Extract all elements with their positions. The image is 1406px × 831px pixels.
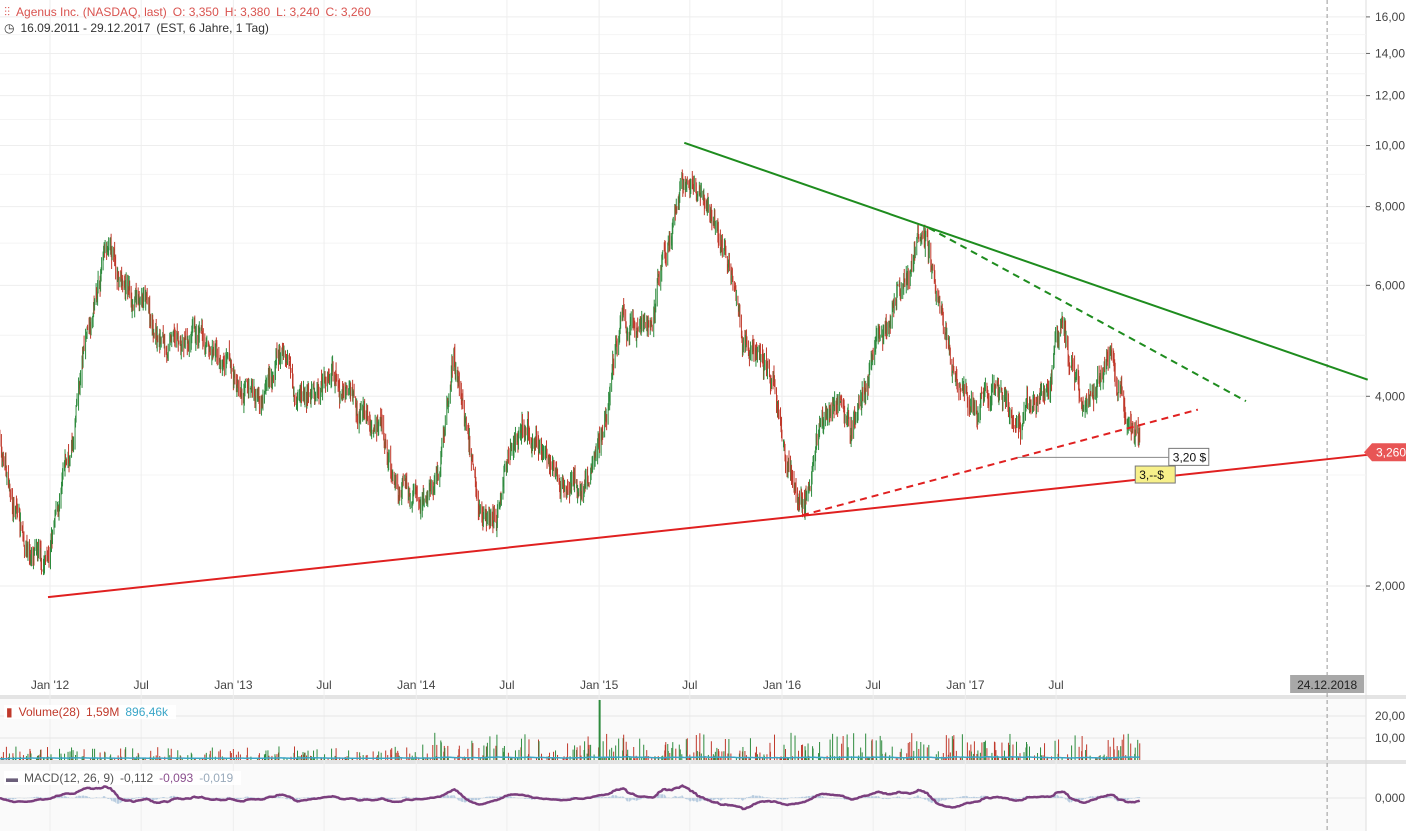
x-tick-label: Jan '15 bbox=[580, 678, 619, 692]
instrument-name: Agenus Inc. (NASDAQ, last) bbox=[16, 5, 167, 19]
last-price-label: 3,260 bbox=[1376, 445, 1406, 459]
y-tick-label: 6,000 bbox=[1375, 278, 1405, 292]
trendline-solid bbox=[683, 141, 1369, 381]
volume-icon: ▮ bbox=[6, 705, 13, 719]
x-tick-label: Jul bbox=[682, 678, 697, 692]
close-value: C: 3,260 bbox=[325, 5, 371, 19]
volume-tick-label: 20,00 bbox=[1375, 709, 1405, 723]
macd-tick-label: 0,000 bbox=[1375, 791, 1405, 805]
macd-hist: -0,019 bbox=[199, 771, 234, 785]
annotation-label: 3,--$ bbox=[1139, 468, 1164, 482]
macd-signal: -0,093 bbox=[159, 771, 194, 785]
volume-label: Volume(28) bbox=[18, 705, 80, 719]
date-range: 16.09.2011 - 29.12.2017 bbox=[20, 21, 151, 35]
y-tick-label: 4,000 bbox=[1375, 389, 1405, 403]
y-tick-label: 8,000 bbox=[1375, 200, 1405, 214]
candlestick-settings-icon[interactable]: ⫶⫶ bbox=[4, 5, 11, 19]
x-tick-label: Jan '14 bbox=[397, 678, 436, 692]
x-tick-label: Jan '17 bbox=[946, 678, 985, 692]
volume-legend: ▮ Volume(28) 1,59M 896,46k bbox=[4, 705, 177, 719]
volume-tick-label: 10,00 bbox=[1375, 731, 1405, 745]
instrument-header: ⫶⫶ Agenus Inc. (NASDAQ, last) O: 3,350 H: 3… bbox=[4, 5, 377, 20]
x-tick-label: Jul bbox=[1048, 678, 1063, 692]
x-tick-label: Jan '16 bbox=[763, 678, 802, 692]
volume-avg: 896,46k bbox=[125, 705, 169, 719]
candles bbox=[0, 169, 1141, 576]
open-value: O: 3,350 bbox=[172, 5, 219, 19]
panel-divider bbox=[0, 695, 1406, 699]
macd-legend: ▬ MACD(12, 26, 9) -0,112 -0,093 -0,019 bbox=[4, 771, 242, 785]
x-tick-label: Jul bbox=[316, 678, 331, 692]
low-value: L: 3,240 bbox=[276, 5, 320, 19]
volume-average-line bbox=[0, 755, 1140, 760]
y-tick-label: 16,00 bbox=[1375, 10, 1405, 24]
macd-label: MACD(12, 26, 9) bbox=[24, 771, 115, 785]
panel-divider bbox=[0, 760, 1406, 764]
crosshair-date-label: 24.12.2018 bbox=[1297, 678, 1357, 692]
trendline-dashed bbox=[801, 408, 1199, 517]
y-tick-label: 14,00 bbox=[1375, 46, 1405, 60]
x-tick-label: Jul bbox=[499, 678, 514, 692]
range-info: (EST, 6 Jahre, 1 Tag) bbox=[156, 21, 269, 35]
x-tick-label: Jan '12 bbox=[31, 678, 70, 692]
annotation-box bbox=[1134, 465, 1176, 484]
macd-value: -0,112 bbox=[120, 771, 154, 785]
date-range-header: ◷ 16.09.2011 - 29.12.2017 (EST, 6 Jahre, 1… bbox=[4, 21, 275, 35]
y-tick-label: 2,000 bbox=[1375, 579, 1405, 593]
annotation-box bbox=[1168, 447, 1210, 466]
trendline-dashed bbox=[928, 227, 1247, 403]
x-tick-label: Jul bbox=[134, 678, 149, 692]
macd-line bbox=[0, 784, 1141, 811]
macd-icon: ▬ bbox=[6, 771, 18, 785]
y-tick-label: 10,00 bbox=[1375, 139, 1405, 153]
annotation-label: 3,20 $ bbox=[1173, 450, 1207, 464]
crosshair-date-box bbox=[1290, 675, 1365, 693]
y-tick-label: 12,00 bbox=[1375, 89, 1405, 103]
x-tick-label: Jan '13 bbox=[214, 678, 253, 692]
x-tick-label: Jul bbox=[866, 678, 881, 692]
volume-value: 1,59M bbox=[85, 705, 120, 719]
clock-icon: ◷ bbox=[4, 21, 15, 35]
high-value: H: 3,380 bbox=[224, 5, 271, 19]
last-price-tag bbox=[1364, 443, 1406, 462]
